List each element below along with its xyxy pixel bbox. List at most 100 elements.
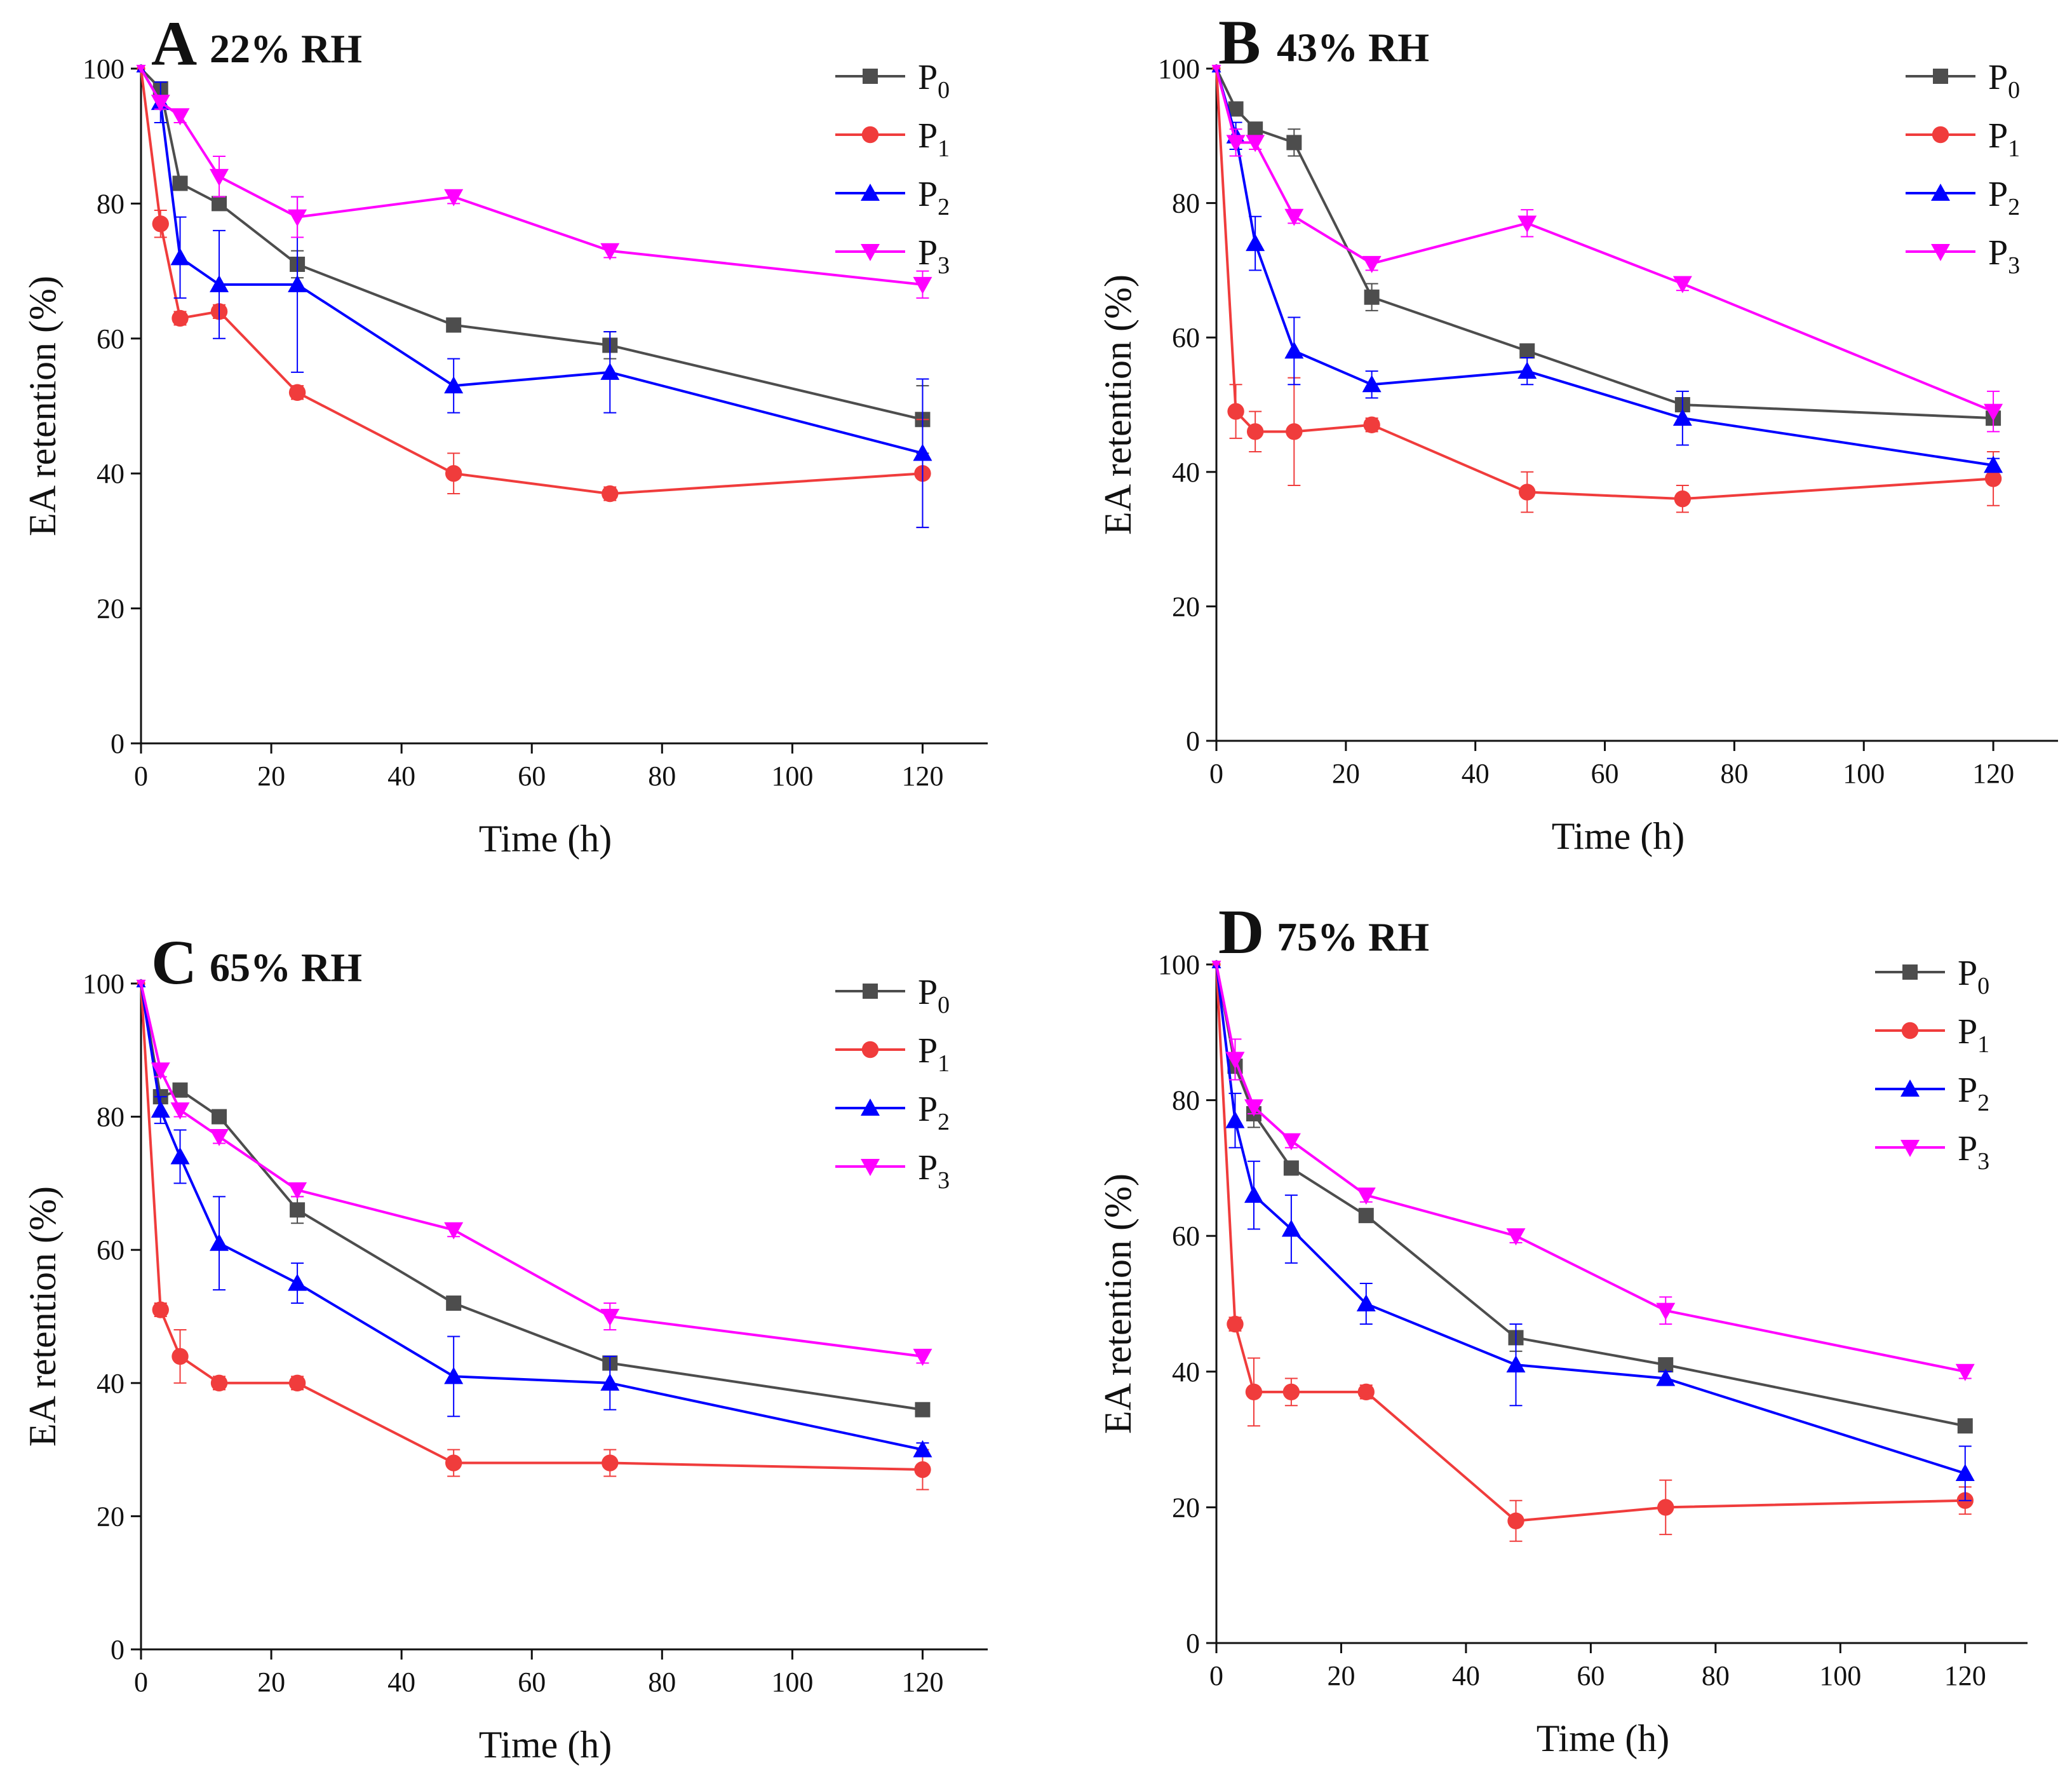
legend-marker [863,69,878,84]
legend-marker [861,1159,880,1176]
y-tick-label: 100 [83,53,124,85]
data-point [1984,456,2003,473]
data-point [1283,1160,1299,1176]
data-point [1227,1315,1244,1333]
x-tick-label: 20 [1332,758,1360,789]
x-tick-label: 100 [771,761,813,792]
y-tick-label: 20 [1172,591,1200,622]
legend-item-p3: P3 [835,233,950,279]
legend-item-p0: P0 [1875,954,1989,999]
x-tick-label: 100 [1843,758,1885,789]
data-point [445,465,462,482]
y-tick-label: 0 [111,728,124,759]
data-point [602,485,619,503]
data-point [913,1440,932,1458]
y-tick-label: 40 [1172,1356,1200,1388]
legend-marker [861,244,880,261]
y-tick-label: 80 [1172,188,1200,219]
data-point [1364,289,1380,305]
y-tick-label: 40 [97,458,124,489]
panel-letter: B [1218,7,1261,78]
series-line [140,67,923,286]
series-p0 [1213,65,2001,426]
legend-item-p0: P0 [835,58,950,104]
y-tick-label: 80 [97,1102,124,1133]
series-line [140,983,923,1471]
data-point [210,1374,228,1391]
data-point [1286,423,1303,440]
series-p2 [136,64,932,529]
series-line [1215,964,1966,1475]
legend-label: P3 [1958,1129,1989,1175]
series-line [1215,68,1994,420]
legend-item-p3: P3 [835,1148,950,1194]
legend-marker [1931,184,1950,201]
legend-item-p1: P1 [835,116,950,162]
y-axis-title: EA retention (%) [1097,274,1139,535]
x-tick-label: 20 [1327,1660,1355,1691]
data-point [136,65,146,74]
y-tick-label: 40 [1172,457,1200,488]
legend-marker [861,126,879,144]
data-point [1984,470,2002,487]
legend-item-p0: P0 [835,973,950,1018]
data-point [288,384,306,401]
data-point [444,376,464,394]
series-p1 [137,979,931,1491]
series-p1 [1212,64,2002,513]
legend-subscript: 0 [938,992,950,1018]
x-tick-label: 120 [901,761,943,792]
data-point [1657,1499,1674,1516]
legend-subscript: 3 [938,252,950,279]
legend-subscript: 2 [938,1109,950,1135]
legend-marker [1901,1022,1919,1039]
series-p3 [136,65,932,299]
data-point [1656,1302,1676,1320]
data-point [1362,375,1382,393]
data-point [1519,343,1535,359]
series-line [140,983,923,1358]
data-point [172,1348,189,1365]
data-point [1506,1355,1526,1373]
data-point [1358,1208,1374,1224]
data-point [1519,484,1536,501]
series-p3 [136,980,932,1366]
x-tick-label: 0 [134,1667,148,1698]
series-p1 [1212,960,1974,1542]
legend-subscript: 1 [938,135,950,162]
data-point [212,1109,227,1125]
series-p0 [137,65,931,454]
data-point [444,1367,464,1384]
data-point [602,1454,619,1471]
y-tick-label: 100 [83,968,124,999]
x-tick-label: 40 [387,1667,415,1698]
data-point [172,175,188,191]
y-tick-label: 20 [97,593,124,625]
data-point [600,1309,620,1326]
legend-item-p2: P2 [835,1090,950,1135]
y-tick-label: 80 [1172,1085,1200,1116]
x-tick-label: 20 [257,1667,285,1698]
legend-marker [1902,964,1918,980]
series-p1 [137,64,931,529]
data-point [170,1102,190,1120]
data-point [1955,1363,1975,1381]
data-point [1356,1187,1376,1205]
legend-label: P1 [1958,1012,1989,1058]
x-tick-label: 60 [1591,758,1619,789]
data-point [1282,1383,1300,1401]
x-tick-label: 80 [1702,1660,1730,1691]
legend-subscript: 1 [1977,1031,1989,1058]
data-point [1244,1099,1263,1117]
data-point [151,95,170,112]
data-point [1248,121,1263,137]
data-point [1672,409,1692,426]
y-tick-label: 80 [97,188,124,219]
legend-label: P2 [918,175,950,220]
legend-item-p1: P1 [835,1031,950,1077]
panel-condition-title: 43% RH [1277,25,1429,70]
data-point [1363,416,1380,433]
data-point [913,1348,932,1366]
y-tick-label: 100 [1158,53,1200,85]
